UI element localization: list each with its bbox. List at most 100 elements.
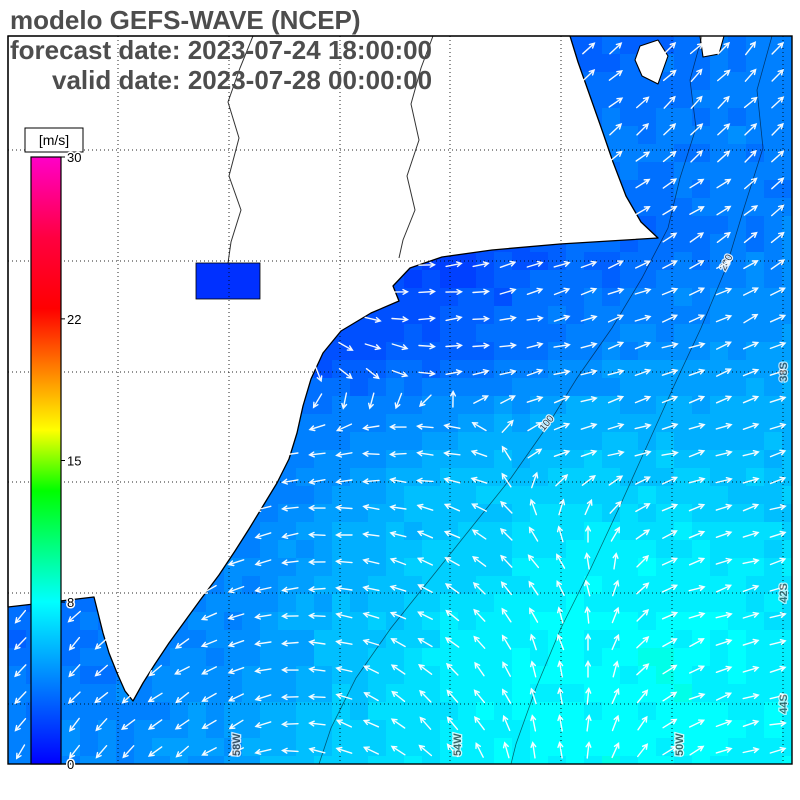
speed-cell <box>620 576 638 594</box>
speed-cell <box>440 540 458 558</box>
speed-cell <box>458 252 476 270</box>
speed-cell <box>476 540 494 558</box>
speed-cell <box>80 684 98 702</box>
wind-arrow <box>416 477 434 484</box>
speed-cell <box>368 486 386 504</box>
speed-cell <box>62 648 80 666</box>
speed-cell <box>440 648 458 666</box>
wind-arrow <box>501 607 512 623</box>
wind-arrow <box>715 530 733 538</box>
speed-cell <box>422 540 440 558</box>
speed-cell <box>494 738 512 756</box>
speed-cell <box>296 450 314 468</box>
speed-cell <box>566 540 584 558</box>
speed-cell <box>782 504 792 522</box>
wind-arrow <box>689 42 704 55</box>
speed-cell <box>386 540 404 558</box>
speed-cell <box>656 432 674 450</box>
wind-arrow <box>502 714 511 732</box>
wind-arrow <box>526 395 544 403</box>
wind-arrow <box>471 529 487 540</box>
wind-arrow <box>742 584 760 593</box>
wind-arrow <box>716 692 733 701</box>
speed-cell <box>710 756 728 764</box>
speed-cell <box>566 756 584 764</box>
wind-arrow <box>661 342 679 349</box>
speed-cell <box>260 594 278 612</box>
speed-cell <box>566 720 584 738</box>
speed-cell <box>476 684 494 702</box>
speed-cell <box>350 540 368 558</box>
speed-cell <box>242 702 260 720</box>
speed-cell <box>548 468 566 486</box>
speed-cell <box>404 702 422 720</box>
wind-arrow <box>530 714 537 732</box>
wind-arrow <box>742 503 760 512</box>
speed-cell <box>206 702 224 720</box>
wind-arrow <box>662 718 678 729</box>
speed-cell <box>674 666 692 684</box>
speed-cell <box>746 108 764 126</box>
wind-arrow <box>635 178 651 189</box>
speed-cell <box>368 324 386 342</box>
wind-arrow <box>308 747 326 754</box>
speed-cell <box>728 738 746 756</box>
speed-cell <box>368 702 386 720</box>
speed-cell <box>566 612 584 630</box>
wind-arrow <box>364 316 382 323</box>
wind-arrow <box>95 718 108 732</box>
speed-cell <box>314 414 332 432</box>
speed-cell <box>710 486 728 504</box>
wind-arrow <box>528 580 539 596</box>
speed-cell <box>656 342 674 360</box>
speed-cell <box>134 756 152 764</box>
speed-cell <box>458 432 476 450</box>
speed-cell <box>530 576 548 594</box>
wind-arrow <box>418 261 436 268</box>
speed-cell <box>764 648 782 666</box>
speed-cell <box>710 54 728 72</box>
wind-arrow <box>769 449 787 458</box>
speed-cell <box>530 270 548 288</box>
wind-arrow <box>585 714 592 732</box>
speed-cell <box>512 540 530 558</box>
wind-arrow <box>228 719 244 730</box>
wind-arrow <box>68 744 80 759</box>
wind-arrow <box>281 747 299 754</box>
wind-arrow <box>473 608 486 622</box>
speed-cell <box>422 756 440 764</box>
speed-cell <box>152 666 170 684</box>
speed-cell <box>404 342 422 360</box>
wind-arrow <box>174 719 190 730</box>
speed-cell <box>548 504 566 522</box>
wind-arrow <box>637 715 648 731</box>
speed-cell <box>404 306 422 324</box>
speed-cell <box>188 756 206 764</box>
speed-cell <box>620 144 638 162</box>
wind-arrow <box>394 392 403 410</box>
island-polygon <box>634 39 669 85</box>
speed-cell <box>278 612 296 630</box>
speed-cell <box>548 720 566 738</box>
speed-cell <box>656 270 674 288</box>
speed-cell <box>530 756 548 764</box>
wind-arrow <box>500 500 513 514</box>
speed-cell <box>602 72 620 90</box>
wind-arrow <box>742 638 760 646</box>
speed-cell <box>638 378 656 396</box>
wind-arrow <box>416 530 434 539</box>
speed-cell <box>404 540 422 558</box>
speed-cell <box>512 306 530 324</box>
wind-arrow <box>174 638 190 649</box>
speed-cell <box>710 90 728 108</box>
speed-cell <box>674 36 692 54</box>
wind-arrow <box>338 368 353 380</box>
speed-cell <box>746 342 764 360</box>
wind-arrow <box>499 527 513 541</box>
speed-cell <box>314 702 332 720</box>
speed-cell <box>728 396 746 414</box>
wind-arrow <box>529 607 539 623</box>
speed-cell <box>728 504 746 522</box>
speed-cell <box>710 576 728 594</box>
